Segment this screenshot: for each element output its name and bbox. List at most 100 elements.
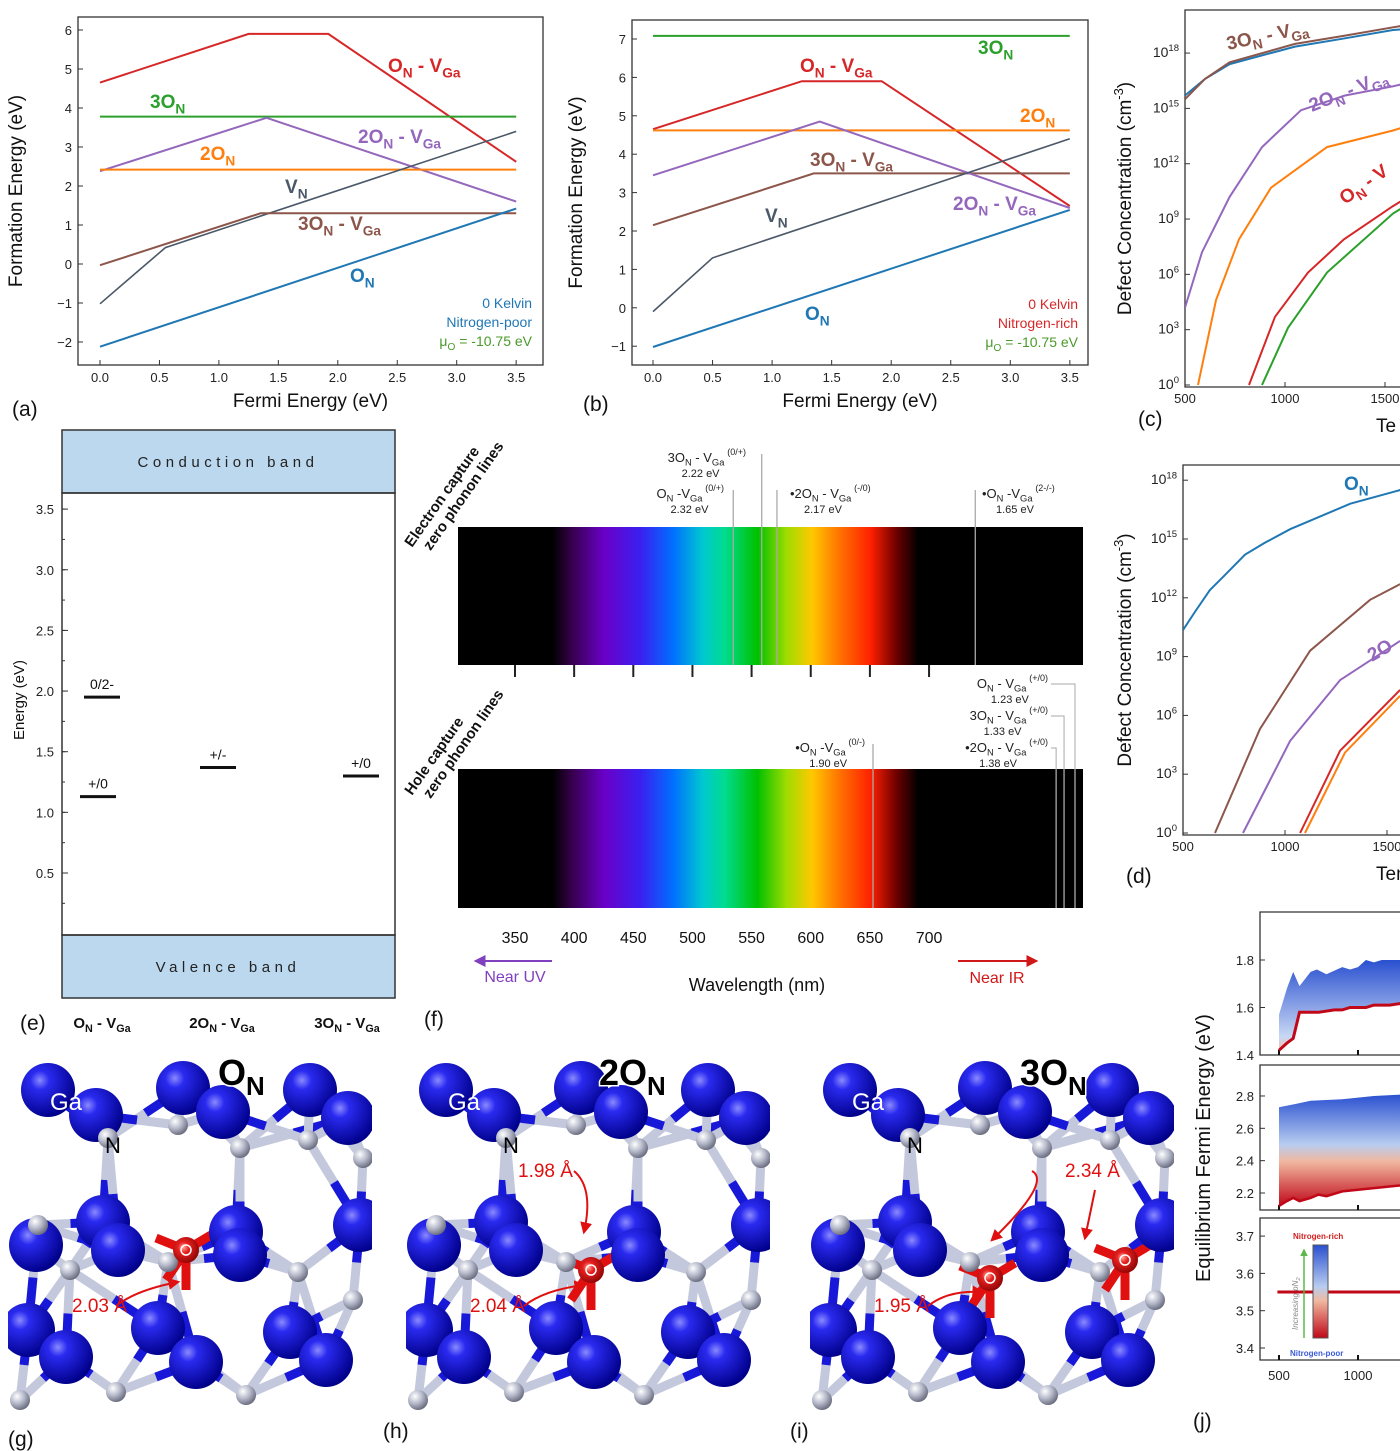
n-atom <box>158 1252 178 1272</box>
n-atom <box>1038 1385 1058 1405</box>
x-tick-label: 350 <box>502 930 529 947</box>
ga-atom <box>554 1061 608 1115</box>
ga-atom <box>299 1333 353 1387</box>
x-tick-label: 2.0 <box>329 370 347 385</box>
y-axis-label: Formation Energy (eV) <box>6 95 27 287</box>
oxygen-atom <box>1112 1247 1138 1273</box>
line-annotation: 3ON - VGa(0/+) 2.22 eV <box>668 447 746 480</box>
series-label: 3ON - VGa <box>298 214 381 238</box>
series-label: ON - VGa <box>800 56 873 80</box>
n-atom <box>458 1260 478 1280</box>
leader-line <box>1051 683 1076 769</box>
ga-atom <box>169 1335 223 1389</box>
y-tick-label: 3.5 <box>36 502 54 517</box>
n-atom <box>28 1215 48 1235</box>
ga-atom <box>719 1091 770 1145</box>
line-energy: 2.17 eV <box>804 504 843 516</box>
line-energy: 1.90 eV <box>809 758 848 770</box>
y-tick-label: 106 <box>1156 706 1177 723</box>
y-tick-label: 100 <box>1156 823 1177 840</box>
y-tick-label: 103 <box>1158 320 1179 337</box>
line-charge-state: (+/0) <box>1029 705 1048 715</box>
annotation: 0 Kelvin <box>1028 296 1078 312</box>
panel-label-f: (f) <box>424 1008 444 1031</box>
n-atom <box>408 1390 428 1410</box>
y-tick-label: 7 <box>619 32 626 47</box>
x-tick-label: 500 <box>679 930 706 947</box>
y-axis-label: Formation Energy (eV) <box>566 96 587 288</box>
ga-atom <box>998 1085 1052 1139</box>
legend-nitrogen-poor: Nitrogen-poor <box>1290 1349 1343 1358</box>
gap-frame <box>61 492 396 936</box>
y-tick-label: 1018 <box>1153 43 1179 60</box>
y-tick-label: 4 <box>65 101 72 116</box>
n-atom <box>1090 1262 1110 1282</box>
panel-label-d: (d) <box>1126 865 1152 888</box>
x-tick-label: 3.5 <box>1061 370 1079 385</box>
x-tick-label: 700 <box>916 930 943 947</box>
ga-atom <box>213 1228 267 1282</box>
column-label: 3ON - VGa <box>314 1015 381 1035</box>
series-line <box>652 138 1071 313</box>
chart-panel-0: 0.0 0.5 1.0 1.5 2.0 2.5 3.0 3.5 −2 −1 0 1 2 3 4 5 6 Fermi… <box>6 16 544 412</box>
level-label: +/0 <box>88 776 108 792</box>
series-line <box>652 80 1071 207</box>
bond-length-arrow <box>927 1285 985 1307</box>
n-atom <box>970 1115 990 1135</box>
chart-panel-1: 0.0 0.5 1.0 1.5 2.0 2.5 3.0 3.5 −1 0 1 2 3 4 5 6 7 Fermi … <box>566 19 1089 412</box>
ga-atom <box>407 1218 461 1272</box>
ga-atom <box>611 1228 665 1282</box>
y-tick-label: 3 <box>619 186 626 201</box>
y-tick-label: 1018 <box>1151 470 1177 487</box>
y-tick-label: −2 <box>57 335 72 350</box>
ga-atom <box>39 1330 93 1384</box>
y-tick-label: 3 <box>65 140 72 155</box>
y-tick-label: 3.0 <box>36 563 54 578</box>
axes-frame <box>1259 1217 1400 1361</box>
y-tick-label: 2.0 <box>36 684 54 699</box>
oxygen-highlight <box>984 1272 996 1284</box>
ga-atom <box>1015 1228 1069 1282</box>
ga-atom <box>958 1061 1012 1115</box>
series-label: ON <box>1344 474 1369 498</box>
x-tick-label: 1500 <box>1373 839 1400 854</box>
line-energy: 1.65 eV <box>996 504 1035 516</box>
series-line <box>1185 83 1400 308</box>
y-tick-label: 1012 <box>1151 588 1177 605</box>
x-tick-label: 0.5 <box>150 370 168 385</box>
y-tick-label: 2 <box>65 179 72 194</box>
x-tick-label: 2.0 <box>882 370 900 385</box>
series-label: 3ON <box>150 92 185 116</box>
series-line <box>1248 200 1400 386</box>
y-tick-label: 1015 <box>1153 99 1179 116</box>
y-tick-label: 4 <box>619 147 626 162</box>
x-tick-label: 1000 <box>1271 839 1300 854</box>
ga-atom <box>489 1223 543 1277</box>
series-line <box>99 130 517 305</box>
nitrogen-rich-line <box>1277 1002 1400 1052</box>
annotation: 0 Kelvin <box>482 295 532 311</box>
fermi-energy-panel: 1.4 1.6 1.8 2.2 2.4 2.6 2.8 3.4 3.5 3.6 3.7 500 1000… <box>1193 911 1400 1383</box>
y-tick-label: 1.5 <box>36 745 54 760</box>
n-atom <box>98 1128 118 1148</box>
x-axis-label: Fermi Energy (eV) <box>233 391 388 412</box>
bond-length-arrow <box>990 1170 1038 1242</box>
y-tick-label: 3.6 <box>1236 1266 1254 1281</box>
n-atom <box>298 1130 318 1150</box>
line-charge-state: (0/+) <box>705 483 724 493</box>
leader-line <box>1051 715 1065 769</box>
legend-nitrogen-rich: Nitrogen-rich <box>1293 1232 1343 1241</box>
valence-band-label: Valence band <box>156 959 301 976</box>
n-atom <box>288 1262 308 1282</box>
series-label: 2ON <box>1020 106 1055 130</box>
series-line <box>1183 489 1400 631</box>
x-tick-label: 0.0 <box>91 370 109 385</box>
y-tick-label: 100 <box>1158 375 1179 392</box>
y-tick-label: 3.4 <box>1236 1341 1254 1356</box>
series-line <box>1214 583 1400 834</box>
line-energy: 2.32 eV <box>671 504 710 516</box>
y-tick-label: 1.6 <box>1236 1001 1254 1016</box>
n-atom <box>60 1260 80 1280</box>
near-ir-label: Near IR <box>969 970 1024 987</box>
